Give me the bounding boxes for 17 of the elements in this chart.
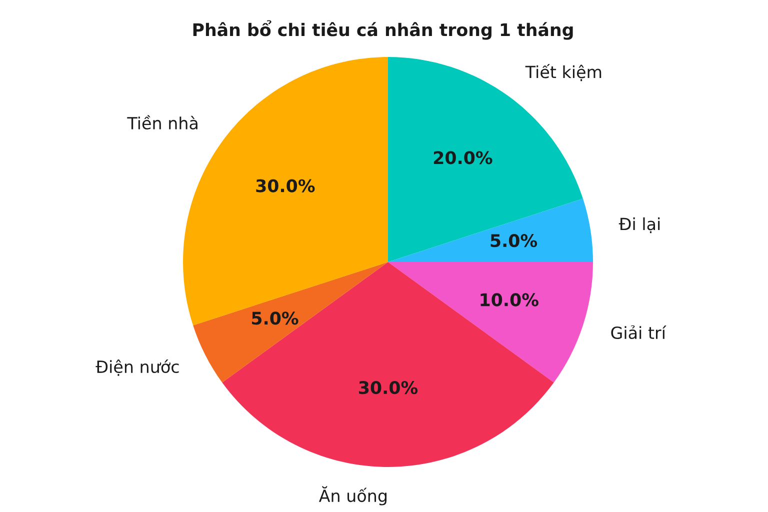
pie-slice	[388, 198, 593, 262]
data-label: 10.0%	[480, 293, 538, 306]
data-label: 30.0%	[256, 179, 315, 192]
data-label: 5.0%	[490, 234, 538, 248]
slice-label: Điện nước	[96, 359, 179, 376]
pie-slice	[222, 262, 554, 467]
pie-slice	[388, 262, 593, 382]
slice-label: Giải trí	[611, 325, 666, 340]
chart-title: Phân bổ chi tiêu cá nhân trong 1 tháng	[193, 20, 573, 40]
slice-label: Đi lại	[618, 217, 660, 234]
slice-label: Ăn uống	[318, 486, 386, 506]
pie-slice	[193, 262, 388, 382]
slice-label: Tiền nhà	[127, 115, 198, 130]
data-label: 20.0%	[434, 151, 492, 164]
data-label: 30.0%	[359, 381, 418, 394]
data-label: 5.0%	[252, 312, 298, 325]
slice-label: Tiết kiệm	[525, 64, 602, 82]
